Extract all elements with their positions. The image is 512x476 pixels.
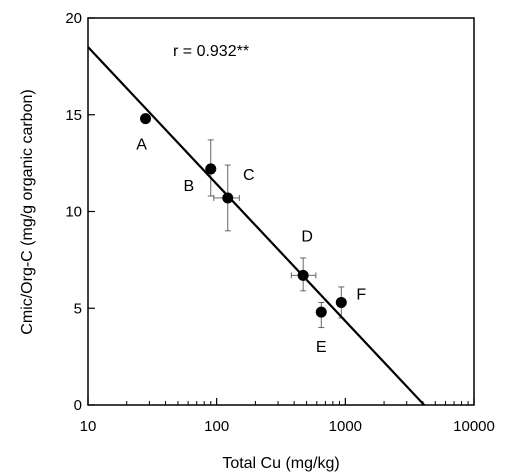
y-tick-label: 10 [65, 204, 82, 221]
point-label: B [183, 178, 194, 195]
y-tick-label: 5 [74, 300, 82, 317]
data-point [205, 163, 217, 175]
point-label: D [301, 228, 313, 245]
data-point [335, 296, 347, 308]
axis-ticks: 10 100 1000 10000 0 5 10 15 20 [65, 10, 495, 435]
point-label: C [243, 167, 255, 184]
plot-frame [87, 17, 475, 406]
x-tick-label: 10000 [453, 418, 495, 435]
data-points [140, 113, 347, 318]
data-point [297, 269, 309, 281]
point-label: F [356, 286, 366, 303]
correlation-annotation: r = 0.932** [173, 43, 249, 60]
point-label: A [136, 137, 147, 154]
point-labels: A B C D E F [136, 137, 366, 357]
x-tick-label: 10 [80, 418, 97, 435]
x-tick-label: 100 [204, 418, 229, 435]
x-axis-label: Total Cu (mg/kg) [222, 455, 339, 472]
y-axis-label: Cmic/Org-C (mg/g organic carbon) [19, 89, 36, 334]
y-tick-label: 15 [65, 107, 82, 124]
regression-line-group [87, 46, 425, 406]
y-tick-label: 20 [65, 10, 82, 27]
data-point [140, 113, 152, 125]
y-tick-label: 0 [74, 397, 82, 414]
data-point [222, 192, 234, 204]
data-point [315, 306, 327, 318]
point-label: E [316, 339, 327, 356]
regression-line [87, 46, 425, 406]
x-tick-label: 1000 [329, 418, 362, 435]
